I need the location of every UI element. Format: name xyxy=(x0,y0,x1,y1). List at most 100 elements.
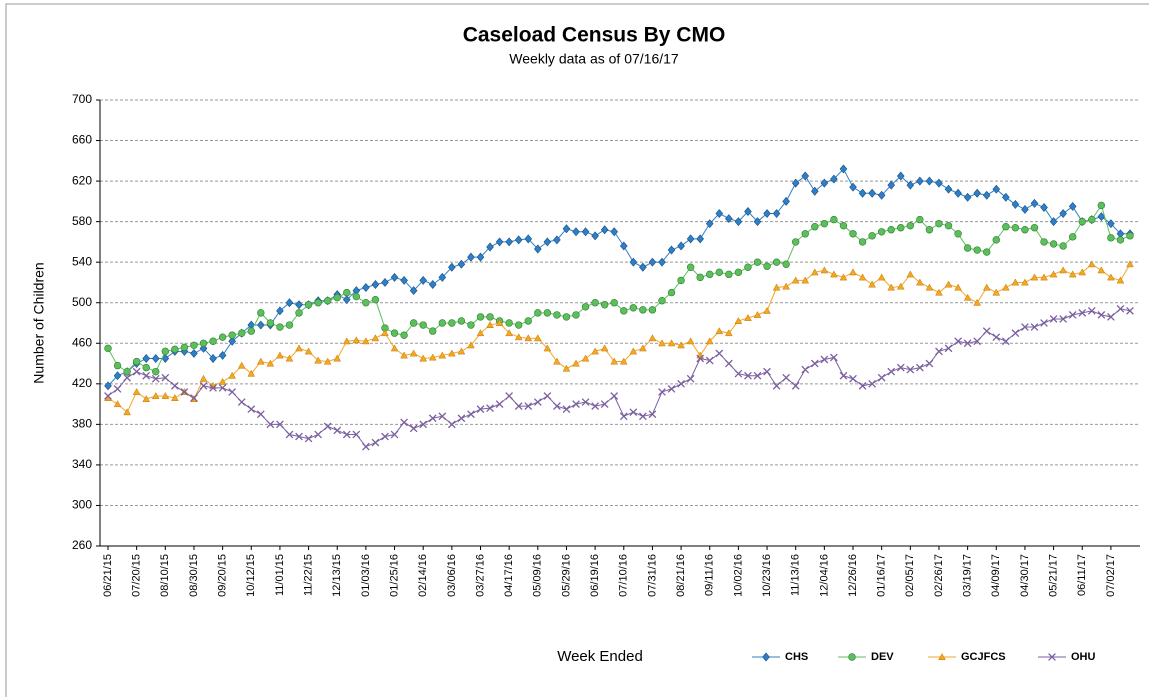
data-point xyxy=(667,385,676,393)
data-point xyxy=(686,234,695,244)
data-point xyxy=(1097,311,1106,319)
data-point xyxy=(896,171,905,181)
y-tick-label: 380 xyxy=(72,417,92,431)
data-point xyxy=(600,301,609,309)
data-point xyxy=(486,242,494,252)
data-point xyxy=(896,363,905,372)
data-point xyxy=(514,333,523,341)
data-point xyxy=(1059,242,1067,250)
data-point xyxy=(295,344,303,352)
data-point xyxy=(1068,270,1077,278)
data-point xyxy=(1068,201,1077,211)
data-point xyxy=(1078,309,1087,317)
data-point xyxy=(438,319,446,327)
data-point xyxy=(667,339,676,347)
data-point xyxy=(400,275,408,285)
x-tick-label: 10/23/16 xyxy=(761,554,773,597)
legend-marker xyxy=(1048,653,1056,661)
data-point xyxy=(218,384,227,392)
data-point xyxy=(581,398,590,406)
data-point xyxy=(228,336,236,346)
data-point xyxy=(113,385,122,393)
data-point xyxy=(801,230,809,238)
data-point xyxy=(123,367,131,376)
data-point xyxy=(724,359,733,368)
data-point xyxy=(1078,217,1086,226)
x-tick-label: 05/09/16 xyxy=(532,554,544,597)
data-point xyxy=(1097,266,1106,274)
series xyxy=(104,304,1134,451)
data-point xyxy=(495,319,504,326)
data-point xyxy=(725,214,733,224)
data-point xyxy=(963,293,972,301)
data-point xyxy=(581,303,590,311)
data-point xyxy=(152,367,160,376)
data-point xyxy=(619,241,628,251)
data-point xyxy=(973,298,982,306)
data-point xyxy=(1021,323,1029,331)
data-point xyxy=(476,329,485,337)
data-point xyxy=(916,278,924,286)
data-point xyxy=(916,215,924,224)
data-point xyxy=(610,227,619,237)
data-point xyxy=(276,323,284,331)
data-point xyxy=(1049,315,1058,323)
data-point xyxy=(180,388,189,396)
data-point xyxy=(1088,215,1096,224)
x-tick-label: 08/10/15 xyxy=(159,554,171,597)
series xyxy=(104,260,1134,416)
data-point xyxy=(858,238,867,246)
data-point xyxy=(639,344,647,352)
x-tick-label: 12/26/16 xyxy=(847,554,859,597)
data-point xyxy=(448,262,456,272)
data-point xyxy=(849,230,857,238)
data-point xyxy=(228,331,236,339)
data-point xyxy=(648,410,657,419)
data-point xyxy=(515,321,523,329)
data-point xyxy=(686,263,695,271)
data-point xyxy=(295,309,303,317)
legend-marker xyxy=(848,653,856,661)
data-point xyxy=(772,381,781,390)
data-point xyxy=(677,379,685,388)
data-point xyxy=(715,327,724,335)
data-point xyxy=(333,293,341,302)
data-point xyxy=(285,298,294,308)
data-point xyxy=(667,245,676,255)
data-point xyxy=(314,430,322,439)
data-point xyxy=(1116,304,1125,313)
data-point xyxy=(190,394,198,402)
data-point xyxy=(276,420,284,429)
data-point xyxy=(1116,236,1125,244)
data-point xyxy=(467,410,475,419)
data-point xyxy=(906,180,915,190)
data-point xyxy=(963,192,972,202)
data-point xyxy=(782,373,791,382)
data-point xyxy=(1021,278,1029,286)
data-point xyxy=(390,329,399,337)
data-point xyxy=(1107,219,1115,229)
data-point xyxy=(935,219,943,228)
data-point xyxy=(725,270,733,279)
x-tick-label: 06/11/17 xyxy=(1076,554,1088,596)
data-point xyxy=(973,188,981,198)
data-point xyxy=(925,226,934,234)
data-point xyxy=(983,248,991,256)
data-point xyxy=(161,392,170,399)
data-point xyxy=(257,309,265,317)
data-point xyxy=(142,363,150,372)
x-tick-label: 11/01/15 xyxy=(274,554,286,596)
data-point xyxy=(600,344,609,352)
data-point xyxy=(400,418,408,427)
data-point xyxy=(772,258,781,266)
data-point xyxy=(772,283,781,291)
x-axis-label: Week Ended xyxy=(557,648,643,665)
data-point xyxy=(1002,283,1010,291)
data-point xyxy=(256,357,265,365)
data-point xyxy=(1011,199,1020,209)
data-point xyxy=(1126,306,1134,315)
data-point xyxy=(247,405,256,414)
data-point xyxy=(428,280,437,289)
data-point xyxy=(782,196,790,206)
data-point xyxy=(132,357,141,366)
